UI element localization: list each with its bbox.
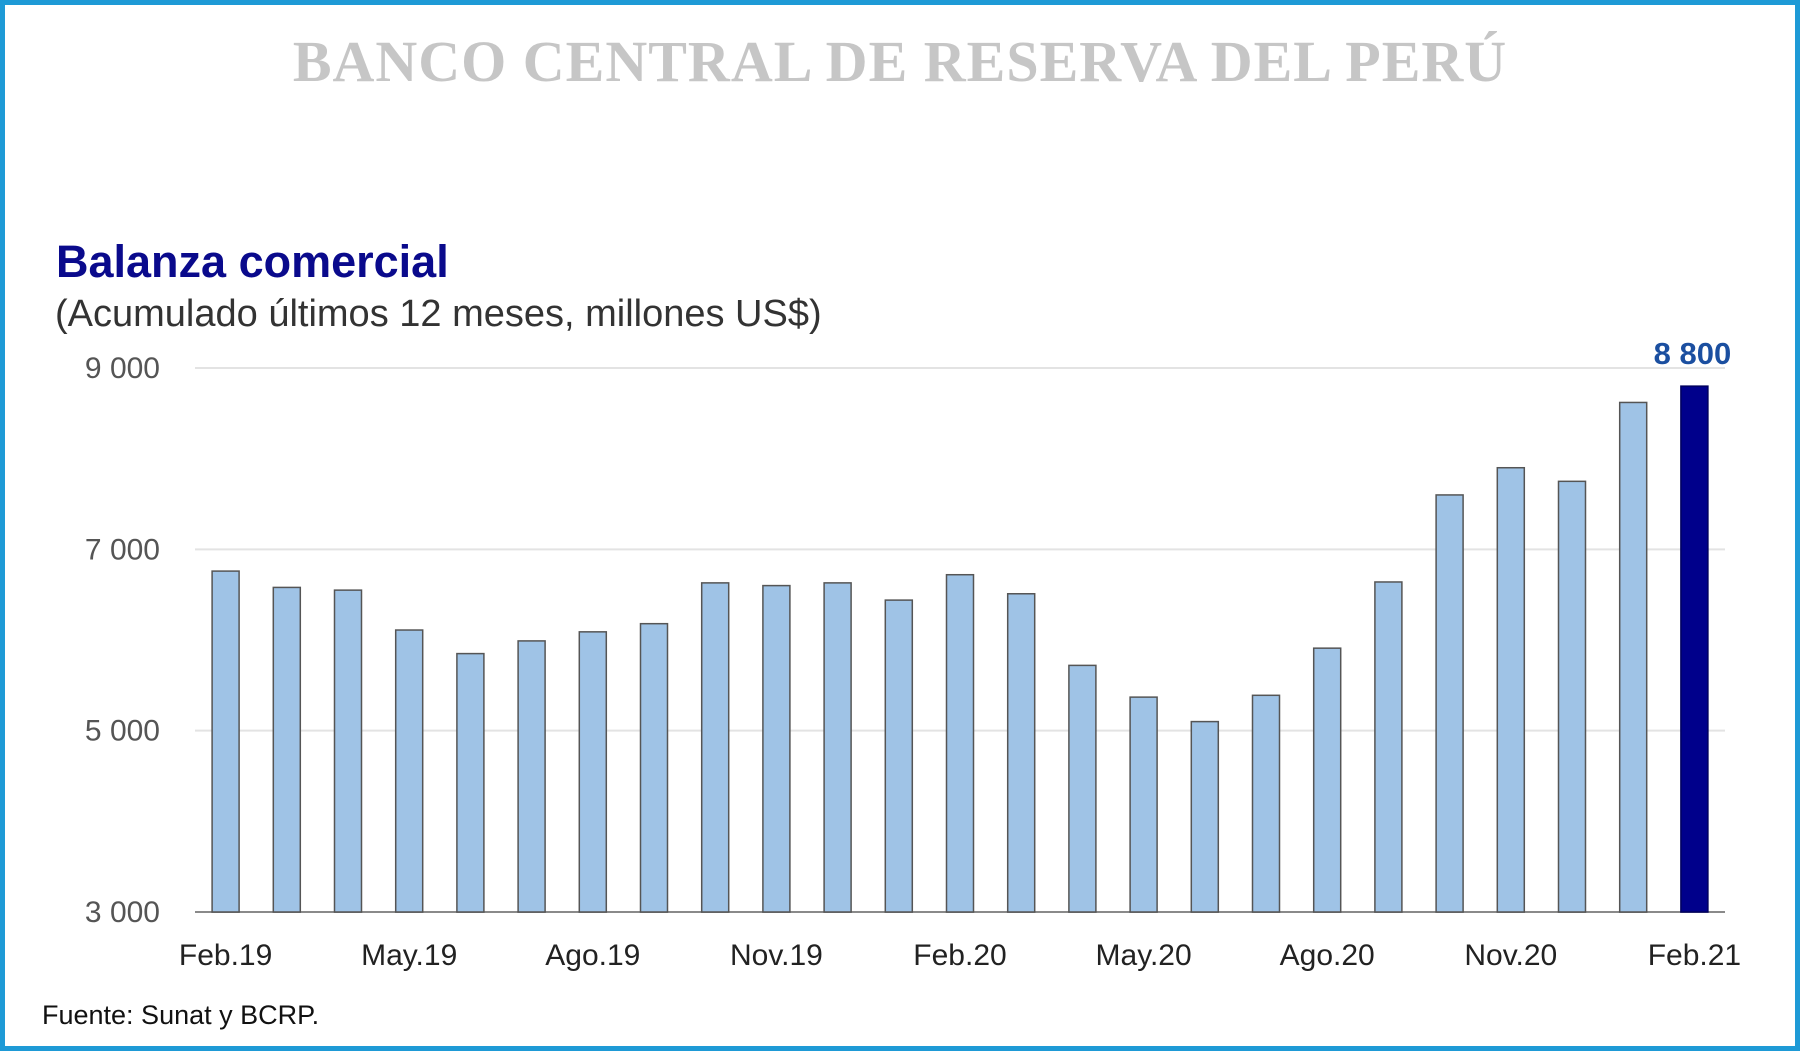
- bar-Oct.19: [700, 582, 730, 913]
- bar-Jun.19: [456, 652, 485, 913]
- chart-title: Balanza comercial: [56, 236, 449, 287]
- bar-Abr.19: [333, 589, 363, 913]
- organization-header: BANCO CENTRAL DE RESERVA DEL PERÚ: [292, 29, 1508, 94]
- x-tick-label: May.19: [361, 939, 457, 972]
- y-tick-label: 5 000: [85, 715, 160, 748]
- y-tick-label: 3 000: [85, 896, 160, 929]
- bar-Mar.19: [272, 586, 302, 913]
- bar-May.19: [394, 629, 424, 913]
- bar-Jul.19: [517, 640, 546, 913]
- bar-May.20: [1129, 696, 1158, 913]
- x-tick-label: Nov.19: [730, 939, 823, 972]
- x-tick-label: Feb.19: [179, 939, 272, 972]
- bar-Abr.20: [1068, 664, 1097, 913]
- chart-subtitle: (Acumulado últimos 12 meses, millones US…: [55, 293, 822, 335]
- bar-Oct.20: [1435, 494, 1464, 913]
- bar-Ene.21: [1618, 401, 1648, 913]
- bar-Feb.19: [211, 570, 240, 913]
- bar-Ene.20: [884, 599, 914, 913]
- x-tick-label: Ago.19: [545, 939, 640, 972]
- bar-Dic.20: [1557, 480, 1587, 913]
- bar-Jul.20: [1251, 694, 1281, 913]
- source-note: Fuente: Sunat y BCRP.: [42, 1000, 320, 1030]
- bar-Nov.19: [762, 584, 791, 913]
- y-axis-ticks: 3 000 5 000 7 000 9 000: [85, 352, 160, 929]
- bar-Ago.20: [1312, 647, 1342, 913]
- bar-Mar.20: [1006, 593, 1036, 913]
- bar-Jun.20: [1190, 720, 1220, 913]
- x-tick-label: Ago.20: [1280, 939, 1375, 972]
- x-axis-ticks: Feb.19 May.19 Ago.19 Nov.19 Feb.20 May.20 Ago.…: [179, 939, 1741, 972]
- data-labels: 8 800: [1654, 336, 1732, 371]
- bars: [211, 385, 1709, 913]
- bar-Set.20: [1374, 581, 1403, 913]
- bar-Set.19: [639, 622, 669, 913]
- bar-Feb.20: [945, 573, 975, 913]
- bar-Nov.20: [1496, 466, 1526, 913]
- x-tick-label: Feb.20: [913, 939, 1006, 972]
- bar-Ago.19: [578, 631, 608, 913]
- x-tick-label: May.20: [1096, 939, 1192, 972]
- bar-Feb.21: [1680, 385, 1709, 913]
- bar-Dic.19: [823, 582, 852, 913]
- y-tick-label: 7 000: [85, 533, 160, 566]
- y-tick-label: 9 000: [85, 352, 160, 385]
- data-label: 8 800: [1654, 336, 1732, 371]
- x-tick-label: Nov.20: [1464, 939, 1557, 972]
- x-tick-label: Feb.21: [1648, 939, 1741, 972]
